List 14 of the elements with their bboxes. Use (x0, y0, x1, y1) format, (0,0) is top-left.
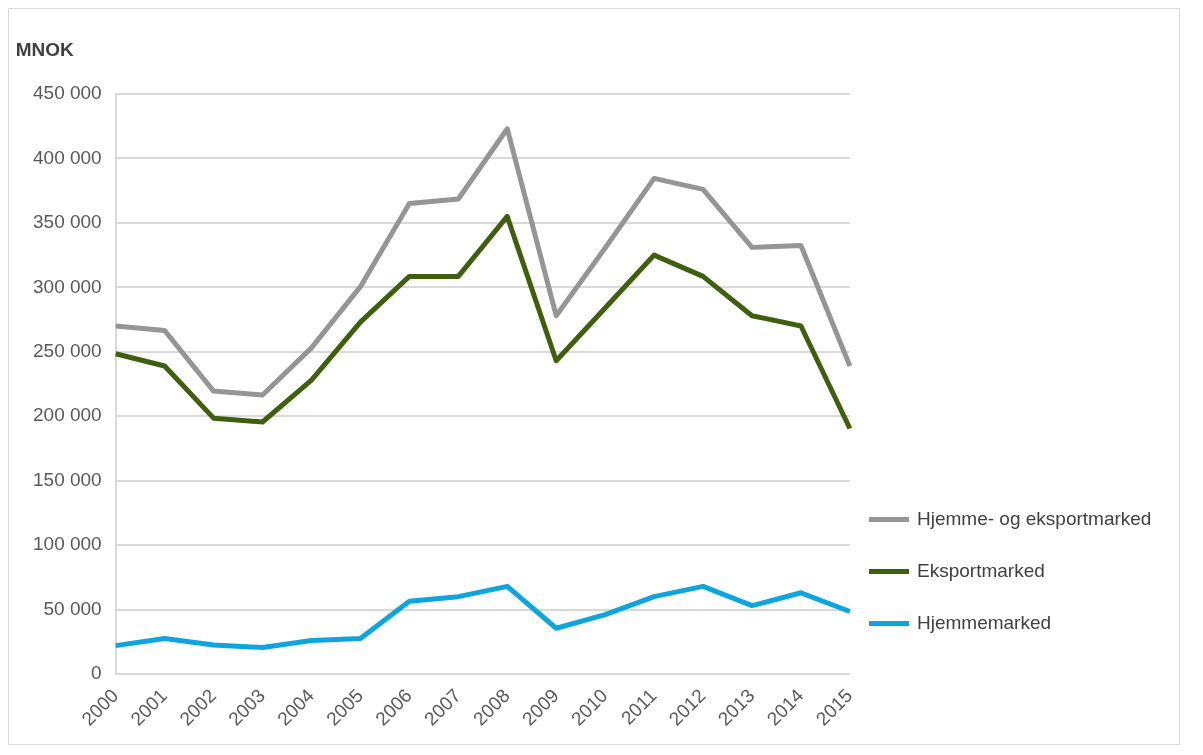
y-tick-label: 350 000 (32, 211, 102, 233)
legend-label: Hjemmemarked (917, 612, 1052, 634)
y-tick-label: 450 000 (32, 82, 102, 104)
y-tick-label: 150 000 (32, 468, 102, 490)
y-axis-title: MNOK (15, 39, 75, 60)
y-tick-label: 400 000 (32, 146, 102, 168)
legend-label: Eksportmarked (917, 560, 1045, 582)
y-tick-label: 200 000 (32, 404, 102, 426)
y-tick-label: 100 000 (32, 533, 102, 555)
y-tick-label: 250 000 (32, 340, 102, 362)
y-tick-label: 300 000 (32, 275, 102, 297)
y-tick-label: 0 (91, 662, 102, 684)
legend-label: Hjemme- og eksportmarked (917, 508, 1152, 530)
y-tick-label: 50 000 (43, 597, 102, 619)
